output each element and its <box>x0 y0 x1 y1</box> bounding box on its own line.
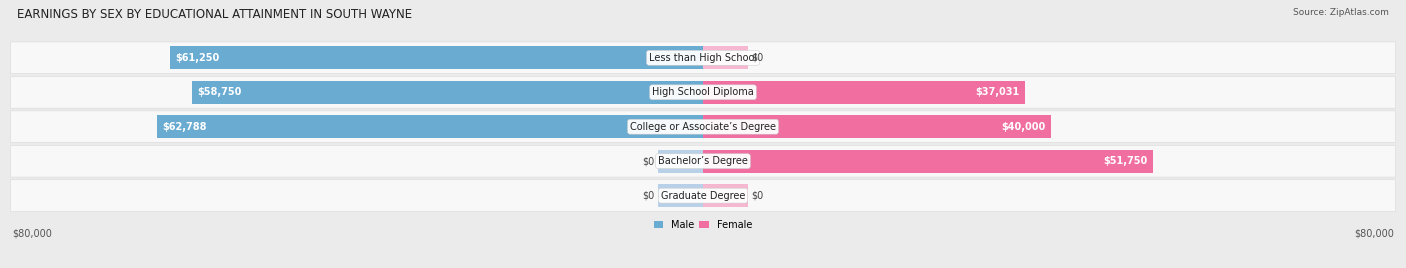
Bar <box>156 115 703 138</box>
FancyBboxPatch shape <box>10 180 1396 211</box>
Text: College or Associate’s Degree: College or Associate’s Degree <box>630 122 776 132</box>
Bar <box>170 46 703 69</box>
Text: $51,750: $51,750 <box>1104 156 1147 166</box>
Bar <box>703 46 748 69</box>
Text: $0: $0 <box>643 156 655 166</box>
Text: $0: $0 <box>751 191 763 201</box>
Legend: Male, Female: Male, Female <box>650 216 756 234</box>
Text: $80,000: $80,000 <box>11 229 52 239</box>
Text: Less than High School: Less than High School <box>650 53 756 63</box>
FancyBboxPatch shape <box>10 145 1396 177</box>
Text: EARNINGS BY SEX BY EDUCATIONAL ATTAINMENT IN SOUTH WAYNE: EARNINGS BY SEX BY EDUCATIONAL ATTAINMEN… <box>17 8 412 21</box>
Bar <box>658 184 703 207</box>
Bar <box>703 115 1052 138</box>
Text: $61,250: $61,250 <box>176 53 219 63</box>
Text: Source: ZipAtlas.com: Source: ZipAtlas.com <box>1294 8 1389 17</box>
Bar <box>703 81 1025 104</box>
Text: $37,031: $37,031 <box>976 87 1019 97</box>
FancyBboxPatch shape <box>10 76 1396 108</box>
FancyBboxPatch shape <box>10 111 1396 143</box>
FancyBboxPatch shape <box>10 42 1396 74</box>
Text: $40,000: $40,000 <box>1001 122 1046 132</box>
Bar <box>191 81 703 104</box>
Text: $80,000: $80,000 <box>1354 229 1395 239</box>
Text: High School Diploma: High School Diploma <box>652 87 754 97</box>
Text: Bachelor’s Degree: Bachelor’s Degree <box>658 156 748 166</box>
Text: Graduate Degree: Graduate Degree <box>661 191 745 201</box>
Text: $0: $0 <box>751 53 763 63</box>
Text: $62,788: $62,788 <box>162 122 207 132</box>
Text: $58,750: $58,750 <box>197 87 242 97</box>
Bar <box>703 184 748 207</box>
Bar <box>703 150 1153 173</box>
Text: $0: $0 <box>643 191 655 201</box>
Bar <box>658 150 703 173</box>
